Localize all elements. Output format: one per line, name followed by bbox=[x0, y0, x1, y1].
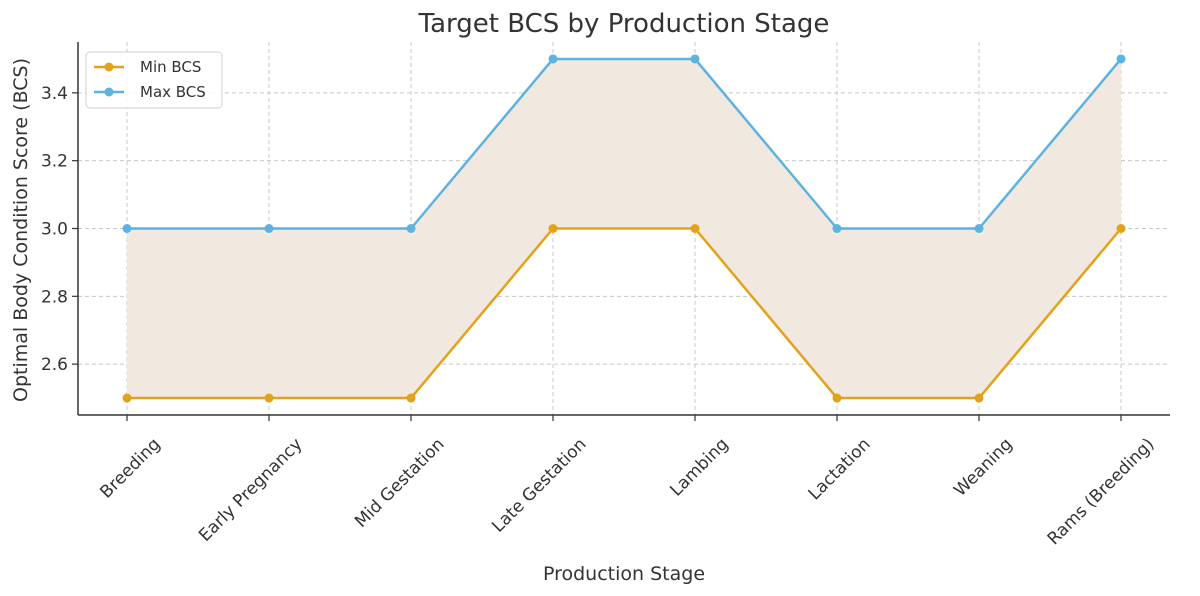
data-point-min-bcs bbox=[690, 224, 700, 233]
data-point-min-bcs bbox=[832, 393, 842, 403]
data-point-min-bcs bbox=[548, 224, 558, 233]
legend-swatch-marker-min-bcs bbox=[104, 62, 114, 72]
y-tick-label: 3.0 bbox=[41, 220, 68, 240]
y-tick-label: 2.6 bbox=[41, 355, 68, 375]
data-point-min-bcs bbox=[1116, 224, 1126, 233]
data-point-max-bcs bbox=[974, 224, 984, 233]
data-point-max-bcs bbox=[1116, 54, 1126, 64]
data-point-min-bcs bbox=[122, 393, 132, 403]
x-tick-label: Weaning bbox=[950, 434, 1016, 500]
series-line-min-bcs bbox=[127, 227, 1122, 400]
data-point-max-bcs bbox=[548, 54, 558, 64]
x-tick-label: Mid Gestation bbox=[351, 434, 448, 531]
legend-swatch-marker-max-bcs bbox=[104, 87, 114, 97]
x-tick-label: Lambing bbox=[666, 434, 732, 500]
data-point-max-bcs bbox=[406, 224, 416, 233]
data-point-max-bcs bbox=[122, 224, 132, 233]
x-tick-label: Breeding bbox=[96, 434, 164, 502]
data-point-max-bcs bbox=[264, 224, 274, 233]
data-point-max-bcs bbox=[690, 54, 700, 64]
x-tick-label: Lactation bbox=[805, 434, 875, 504]
y-tick-label: 3.4 bbox=[41, 84, 68, 104]
series-layer bbox=[122, 54, 1126, 403]
chart-title: Target BCS by Production Stage bbox=[418, 9, 830, 39]
legend-label-min-bcs: Min BCS bbox=[140, 58, 201, 76]
data-point-min-bcs bbox=[264, 393, 274, 403]
x-tick-label: Late Gestation bbox=[488, 434, 590, 536]
data-point-min-bcs bbox=[406, 393, 416, 403]
data-point-max-bcs bbox=[832, 224, 842, 233]
y-tick-label: 2.8 bbox=[41, 287, 68, 307]
fill-between-band bbox=[127, 58, 1121, 399]
data-point-min-bcs bbox=[974, 393, 984, 403]
x-axis-label: Production Stage bbox=[543, 563, 705, 585]
axes bbox=[72, 42, 1170, 421]
x-tick-label: Rams (Breeding) bbox=[1044, 434, 1159, 549]
legend-label-max-bcs: Max BCS bbox=[140, 83, 206, 101]
y-tick-label: 3.2 bbox=[41, 152, 68, 172]
y-axis-label: Optimal Body Condition Score (BCS) bbox=[10, 58, 32, 402]
x-tick-label: Early Pregnancy bbox=[195, 434, 306, 545]
series-line-max-bcs bbox=[127, 57, 1122, 230]
legend: Min BCS Max BCS bbox=[85, 51, 223, 109]
fill-between-area bbox=[127, 58, 1121, 399]
